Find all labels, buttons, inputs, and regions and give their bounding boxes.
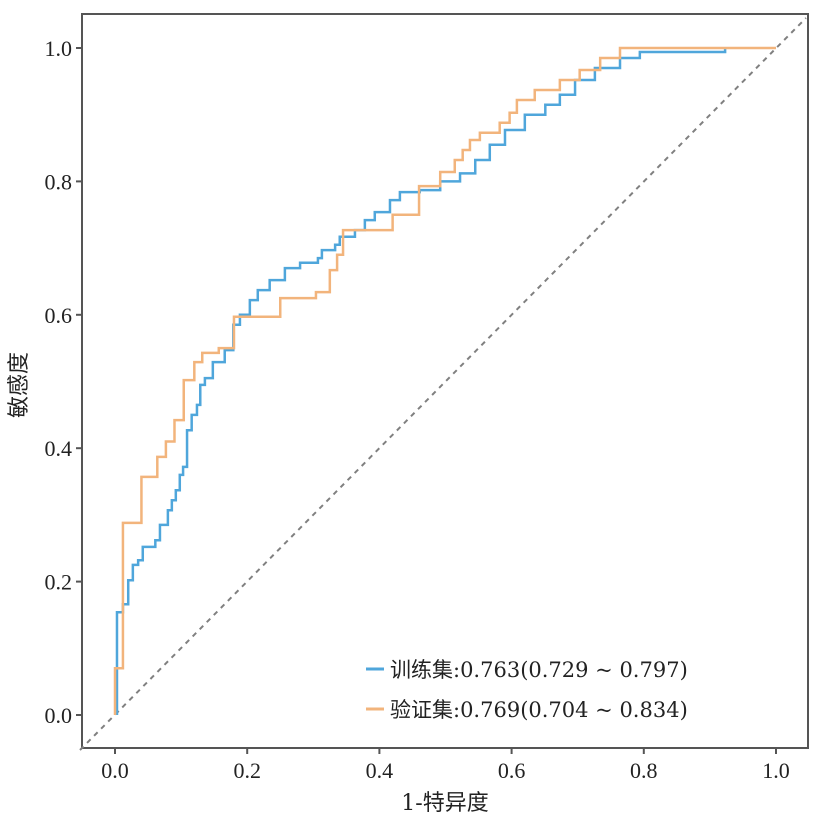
reference-diagonal xyxy=(79,17,807,751)
roc-curve-train xyxy=(115,48,727,715)
y-axis-label: 敏感度 xyxy=(7,352,32,418)
y-tick-label: 0.0 xyxy=(45,703,73,728)
x-tick-label: 1.0 xyxy=(762,758,790,783)
y-tick-label: 0.2 xyxy=(45,570,73,595)
x-tick-label: 0.2 xyxy=(233,758,261,783)
legend: 训练集:0.763(0.729 ~ 0.797) 验证集:0.769(0.704… xyxy=(366,658,688,722)
roc-curve-validation xyxy=(113,46,776,715)
x-tick-label: 0.0 xyxy=(101,758,129,783)
y-tick-label: 1.0 xyxy=(45,36,73,61)
x-tick-label: 0.4 xyxy=(366,758,394,783)
plot-frame xyxy=(81,13,809,749)
x-axis-label: 1-特异度 xyxy=(401,791,488,815)
y-tick-label: 0.8 xyxy=(45,169,73,194)
y-tick-label: 0.4 xyxy=(45,436,73,461)
legend-label-train: 训练集:0.763(0.729 ~ 0.797) xyxy=(390,658,688,682)
x-tick-label: 0.8 xyxy=(630,758,658,783)
legend-label-validation: 验证集:0.769(0.704 ~ 0.834) xyxy=(390,698,688,722)
x-tick-label: 0.6 xyxy=(498,758,526,783)
y-tick-label: 0.6 xyxy=(45,303,73,328)
